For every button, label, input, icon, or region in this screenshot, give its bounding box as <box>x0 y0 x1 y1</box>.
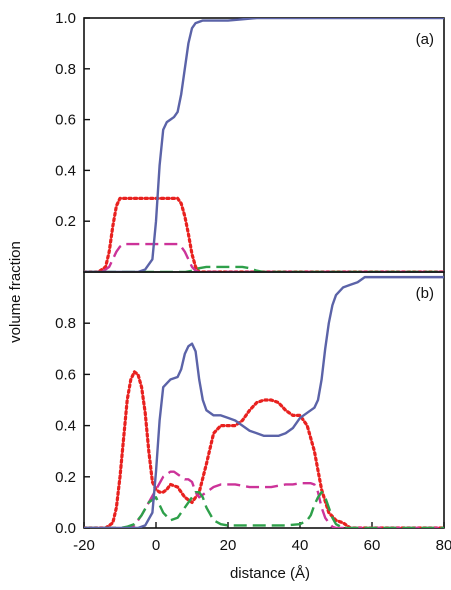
x-axis-title: distance (Å) <box>230 565 310 582</box>
x-tick-label: 20 <box>220 537 237 554</box>
x-tick-label: 40 <box>292 537 309 554</box>
y-tick-label: 0.4 <box>55 162 76 179</box>
series-line-solid-0 <box>84 275 444 528</box>
y-tick-label: 0.6 <box>55 112 76 129</box>
y-tick-label: 0.8 <box>55 61 76 78</box>
series-line-dashed-3 <box>84 490 444 528</box>
plot-frame <box>83 271 445 529</box>
x-tick-label: -20 <box>73 537 95 554</box>
panel-label: (a) <box>416 31 434 48</box>
y-tick-label: 1.0 <box>55 10 76 27</box>
series-line-solid-0 <box>84 18 444 272</box>
series-line-dotted-1 <box>84 196 444 272</box>
y-tick-label: 0.2 <box>55 213 76 230</box>
y-tick-label: 0.2 <box>55 469 76 486</box>
panel-a: 1.0 0.8 0.6 0.4 0.2 (a) <box>55 10 445 273</box>
y-tick-label: 0.8 <box>55 315 76 332</box>
y-axis-title: volume fraction <box>7 241 24 343</box>
y-tick-label: 0.6 <box>55 366 76 383</box>
panel-b: 0.8 0.6 0.4 0.2 0.0-20 0 20 40 60 80 distance (Å) (… <box>55 271 451 582</box>
series-line-dashed-2 <box>84 242 444 272</box>
series-line-dashed-3 <box>84 265 444 272</box>
x-tick-label: 60 <box>364 537 381 554</box>
plot-frame <box>83 17 445 273</box>
x-tick-label: 0 <box>152 537 160 554</box>
series-line-dashed-2 <box>84 470 444 528</box>
y-tick-label: 0.4 <box>55 418 76 435</box>
x-tick-label: 80 <box>436 537 451 554</box>
series-line-dotted-1 <box>84 370 444 528</box>
panel-label: (b) <box>416 285 434 302</box>
y-tick-label: 0.0 <box>55 520 76 537</box>
